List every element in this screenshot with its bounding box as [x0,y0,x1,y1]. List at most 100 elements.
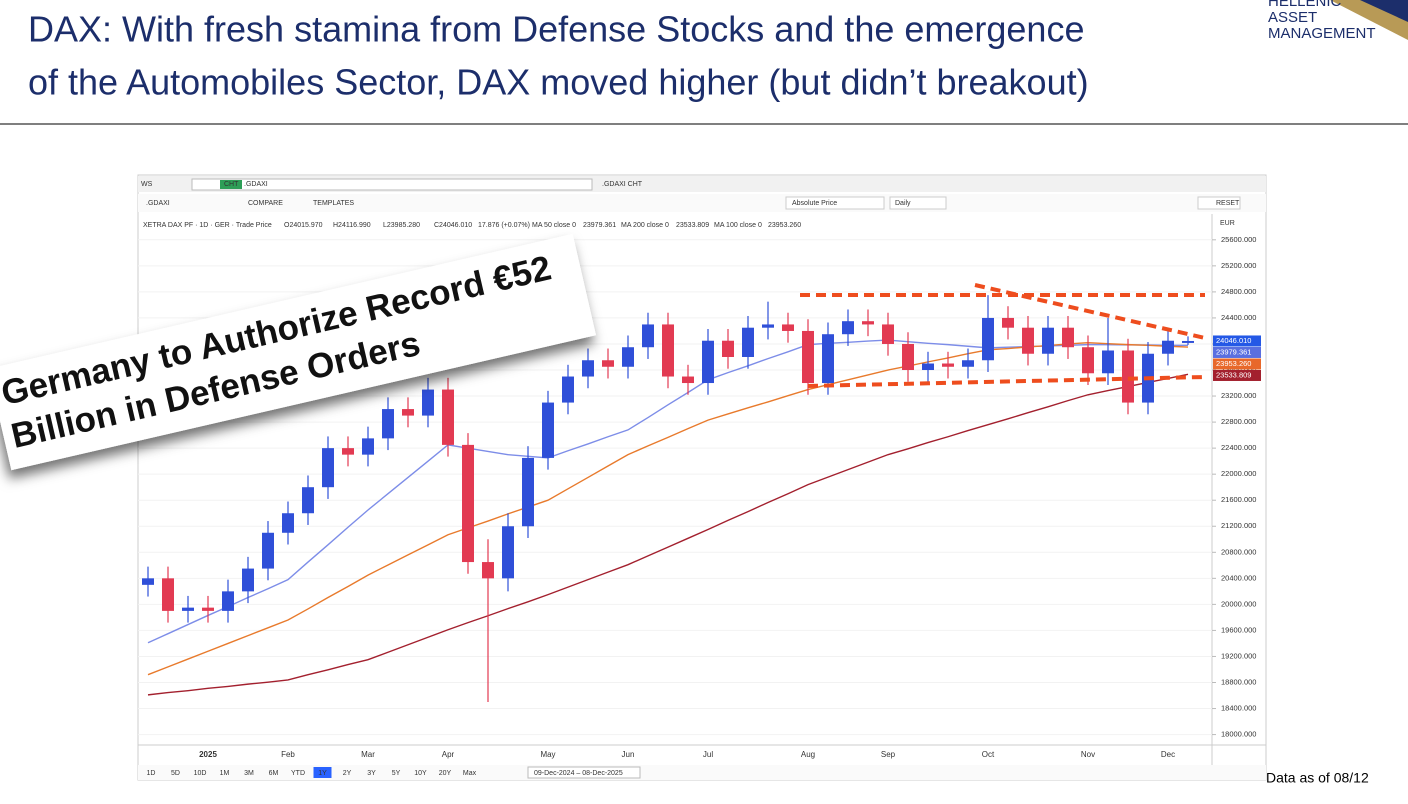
range-button[interactable]: 10Y [414,770,427,777]
range-bar [138,765,1266,780]
toolbar-text[interactable]: TEMPLATES [313,200,354,207]
y-tick-label: 25600.000 [1221,235,1256,244]
range-button[interactable]: 3Y [367,770,376,777]
candle-body [502,526,514,579]
y-tick-label: 19200.000 [1221,651,1256,660]
logo-text: ASSET [1268,9,1317,26]
y-tick-label: 24800.000 [1221,287,1256,296]
candle-body [682,376,694,384]
price-tag [1213,358,1261,370]
range-button[interactable]: 5D [171,770,180,777]
annotation-lines [800,283,1206,388]
candle-body [422,389,434,416]
toolbar-text[interactable]: .GDAXI [146,200,170,207]
range-selected [313,767,332,778]
price-tag [1213,335,1261,347]
title: of the Automobiles Sector, DAX moved hig… [28,62,1089,103]
candle-body [202,607,214,611]
price-tag-label: 23953.260 [1216,359,1251,368]
candle-body [262,532,274,569]
toolbar-text: CHT [224,181,239,188]
y-tick-label: 19600.000 [1221,625,1256,634]
candle-body [562,376,574,403]
info: XETRA DAX PF · 1D · GER · Trade Price [143,222,272,229]
range-button[interactable]: 2Y [343,770,352,777]
price-tag-label: 24046.010 [1216,336,1251,345]
candle-body [782,324,794,331]
footnote: Data as of 08/12 [1266,770,1369,786]
legend-value: 23979.361 [583,222,616,229]
candle-body [962,360,974,367]
logo-text: MANAGEMENT [1268,25,1376,42]
toolbar-text[interactable]: RESET [1216,200,1240,207]
dropdown[interactable] [889,196,947,210]
candle-body [362,438,374,455]
range-button[interactable]: 20Y [439,770,452,777]
dropdown[interactable] [785,196,885,210]
candle-body [1082,347,1094,374]
candle-body [582,360,594,377]
candle-body [482,562,494,579]
range-button[interactable]: 10D [194,770,207,777]
button[interactable] [1197,196,1241,210]
range-button[interactable]: YTD [291,770,305,777]
x-tick-label: Sep [881,750,896,759]
candle-body [242,568,254,592]
price-tag [1213,369,1261,381]
candle-body [982,317,994,361]
y-tick-label: 22400.000 [1221,443,1256,452]
candle-body [1102,350,1114,374]
ohlc: H24116.990 [333,222,371,229]
range-button[interactable]: 6M [269,770,279,777]
candle-body [462,444,474,563]
range-button[interactable]: 1M [220,770,230,777]
candle-body [542,402,554,458]
x-tick-label: Jun [622,750,635,759]
date-box [527,766,641,779]
candle-body [642,324,654,348]
candle-body [1122,350,1134,403]
toolbar-text[interactable]: Daily [895,200,911,207]
y-tick-label: 21600.000 [1221,495,1256,504]
candle-body [1002,317,1014,328]
ma-line [147,339,1189,644]
x-tick-label: Aug [801,750,815,759]
headline-box [0,233,597,471]
y-tick-label: 18800.000 [1221,677,1256,686]
y-tick-label: 20000.000 [1221,599,1256,608]
y-tick-label: 18400.000 [1221,704,1256,713]
candle-body [142,578,154,585]
candle-body [1162,340,1174,354]
y-tick-label: 20400.000 [1221,573,1256,582]
range-button[interactable]: 1D [147,770,156,777]
toolbar-text[interactable]: COMPARE [248,200,283,207]
candle-body [602,360,614,367]
range-button[interactable]: 3M [244,770,254,777]
price-tag-label: 23533.809 [1216,370,1251,379]
legend-value: 23953.260 [768,222,801,229]
candle-body [182,607,194,611]
candle-body [402,409,414,416]
range-button[interactable]: 1Y [318,770,327,777]
ma-line [147,373,1189,696]
candle-body [162,578,174,611]
toolbar-text: .GDAXI [244,181,268,188]
title: DAX: With fresh stamina from Defense Sto… [28,9,1084,50]
search-box[interactable] [191,178,593,191]
candle-body [902,343,914,371]
candle-body [662,324,674,377]
candle-body [322,448,334,488]
ma-line [147,341,1189,676]
toolbar-text: .GDAXI CHT [602,181,643,188]
range-button[interactable]: 5Y [392,770,401,777]
candle-body [282,513,294,533]
y-tick-label: 23600.000 [1221,365,1256,374]
x-tick-label: Jul [703,750,713,759]
legend-name: MA 50 close 0 [532,222,576,229]
range-button[interactable]: Max [463,770,477,777]
toolbar-text[interactable]: Absolute Price [792,200,837,207]
candle-body [842,321,854,335]
x-tick-label: 2025 [199,750,217,759]
